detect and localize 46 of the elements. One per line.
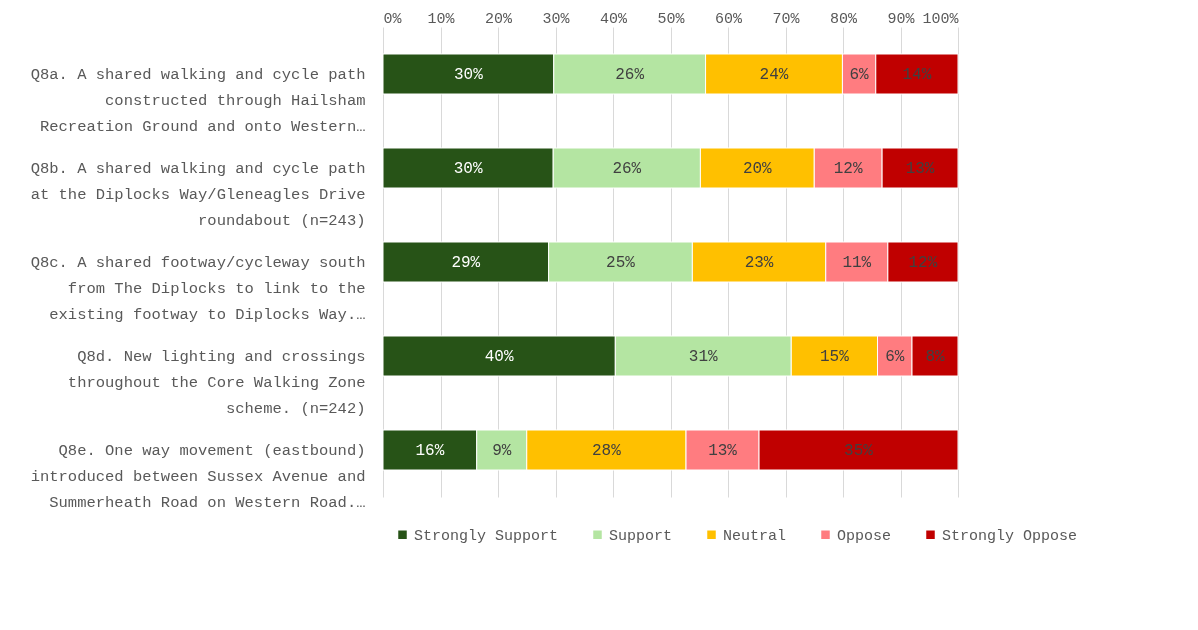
data-label: 6% bbox=[849, 66, 870, 84]
x-tick-label: 50% bbox=[657, 10, 686, 28]
legend-label: Support bbox=[609, 527, 673, 545]
data-label: 14% bbox=[902, 66, 932, 84]
data-label: 15% bbox=[819, 348, 850, 366]
data-label: 6% bbox=[885, 348, 905, 366]
x-tick-label: 10% bbox=[427, 10, 456, 28]
x-tick-label: 60% bbox=[714, 10, 743, 28]
data-label: 12% bbox=[833, 160, 863, 178]
data-label: 8% bbox=[925, 348, 945, 366]
data-label: 30% bbox=[453, 160, 483, 178]
data-label: 30% bbox=[453, 66, 484, 84]
data-label: 24% bbox=[759, 66, 789, 84]
y-tick-label: Q8d. New lighting and crossings throughout the Core Walking Zone scheme. (n=242) bbox=[67, 348, 366, 418]
x-tick-label: 90% bbox=[887, 10, 916, 28]
data-label: 35% bbox=[844, 442, 874, 460]
data-label: 26% bbox=[615, 66, 645, 84]
data-label: 40% bbox=[484, 348, 514, 366]
data-label: 9% bbox=[492, 442, 512, 460]
x-tick-label: 20% bbox=[484, 10, 513, 28]
data-label: 29% bbox=[451, 254, 481, 272]
data-label: 26% bbox=[612, 160, 642, 178]
legend-label: Strongly Support bbox=[414, 527, 559, 545]
data-label: 11% bbox=[842, 254, 872, 272]
data-label: 12% bbox=[908, 254, 938, 272]
data-label: 23% bbox=[744, 254, 774, 272]
data-label: 31% bbox=[688, 348, 719, 366]
data-label: 13% bbox=[708, 442, 738, 460]
x-tick-label: 40% bbox=[599, 10, 628, 28]
y-tick-label: Q8c. A shared footway/cycleway south from The Diplocks to link to the existing footway to Diplocks Way.… bbox=[30, 254, 366, 324]
data-label: 25% bbox=[606, 254, 636, 272]
x-tick-label: 0% bbox=[383, 10, 403, 28]
y-tick-label: Q8b. A shared walking and cycle path at the Diplocks Way/Gleneagles Drive roundabout (n=243) bbox=[30, 160, 366, 230]
x-tick-label: 80% bbox=[829, 10, 858, 28]
x-tick-label: 100% bbox=[922, 10, 960, 28]
legend-label: Oppose bbox=[837, 527, 892, 545]
x-tick-label: 70% bbox=[772, 10, 801, 28]
legend-label: Neutral bbox=[723, 527, 787, 545]
x-tick-label: 30% bbox=[542, 10, 571, 28]
data-label: 16% bbox=[415, 442, 445, 460]
legend-label: Strongly Oppose bbox=[942, 527, 1078, 545]
y-tick-label: Q8e. One way movement (eastbound) introduced between Sussex Avenue and Summerheath Road on Western Road.… bbox=[30, 442, 366, 512]
data-label: 13% bbox=[905, 160, 935, 178]
y-tick-label: Q8a. A shared walking and cycle path constructed through Hailsham Recreation Ground and onto Western… bbox=[30, 66, 366, 136]
data-label: 20% bbox=[742, 160, 773, 178]
data-label: 28% bbox=[591, 442, 622, 460]
